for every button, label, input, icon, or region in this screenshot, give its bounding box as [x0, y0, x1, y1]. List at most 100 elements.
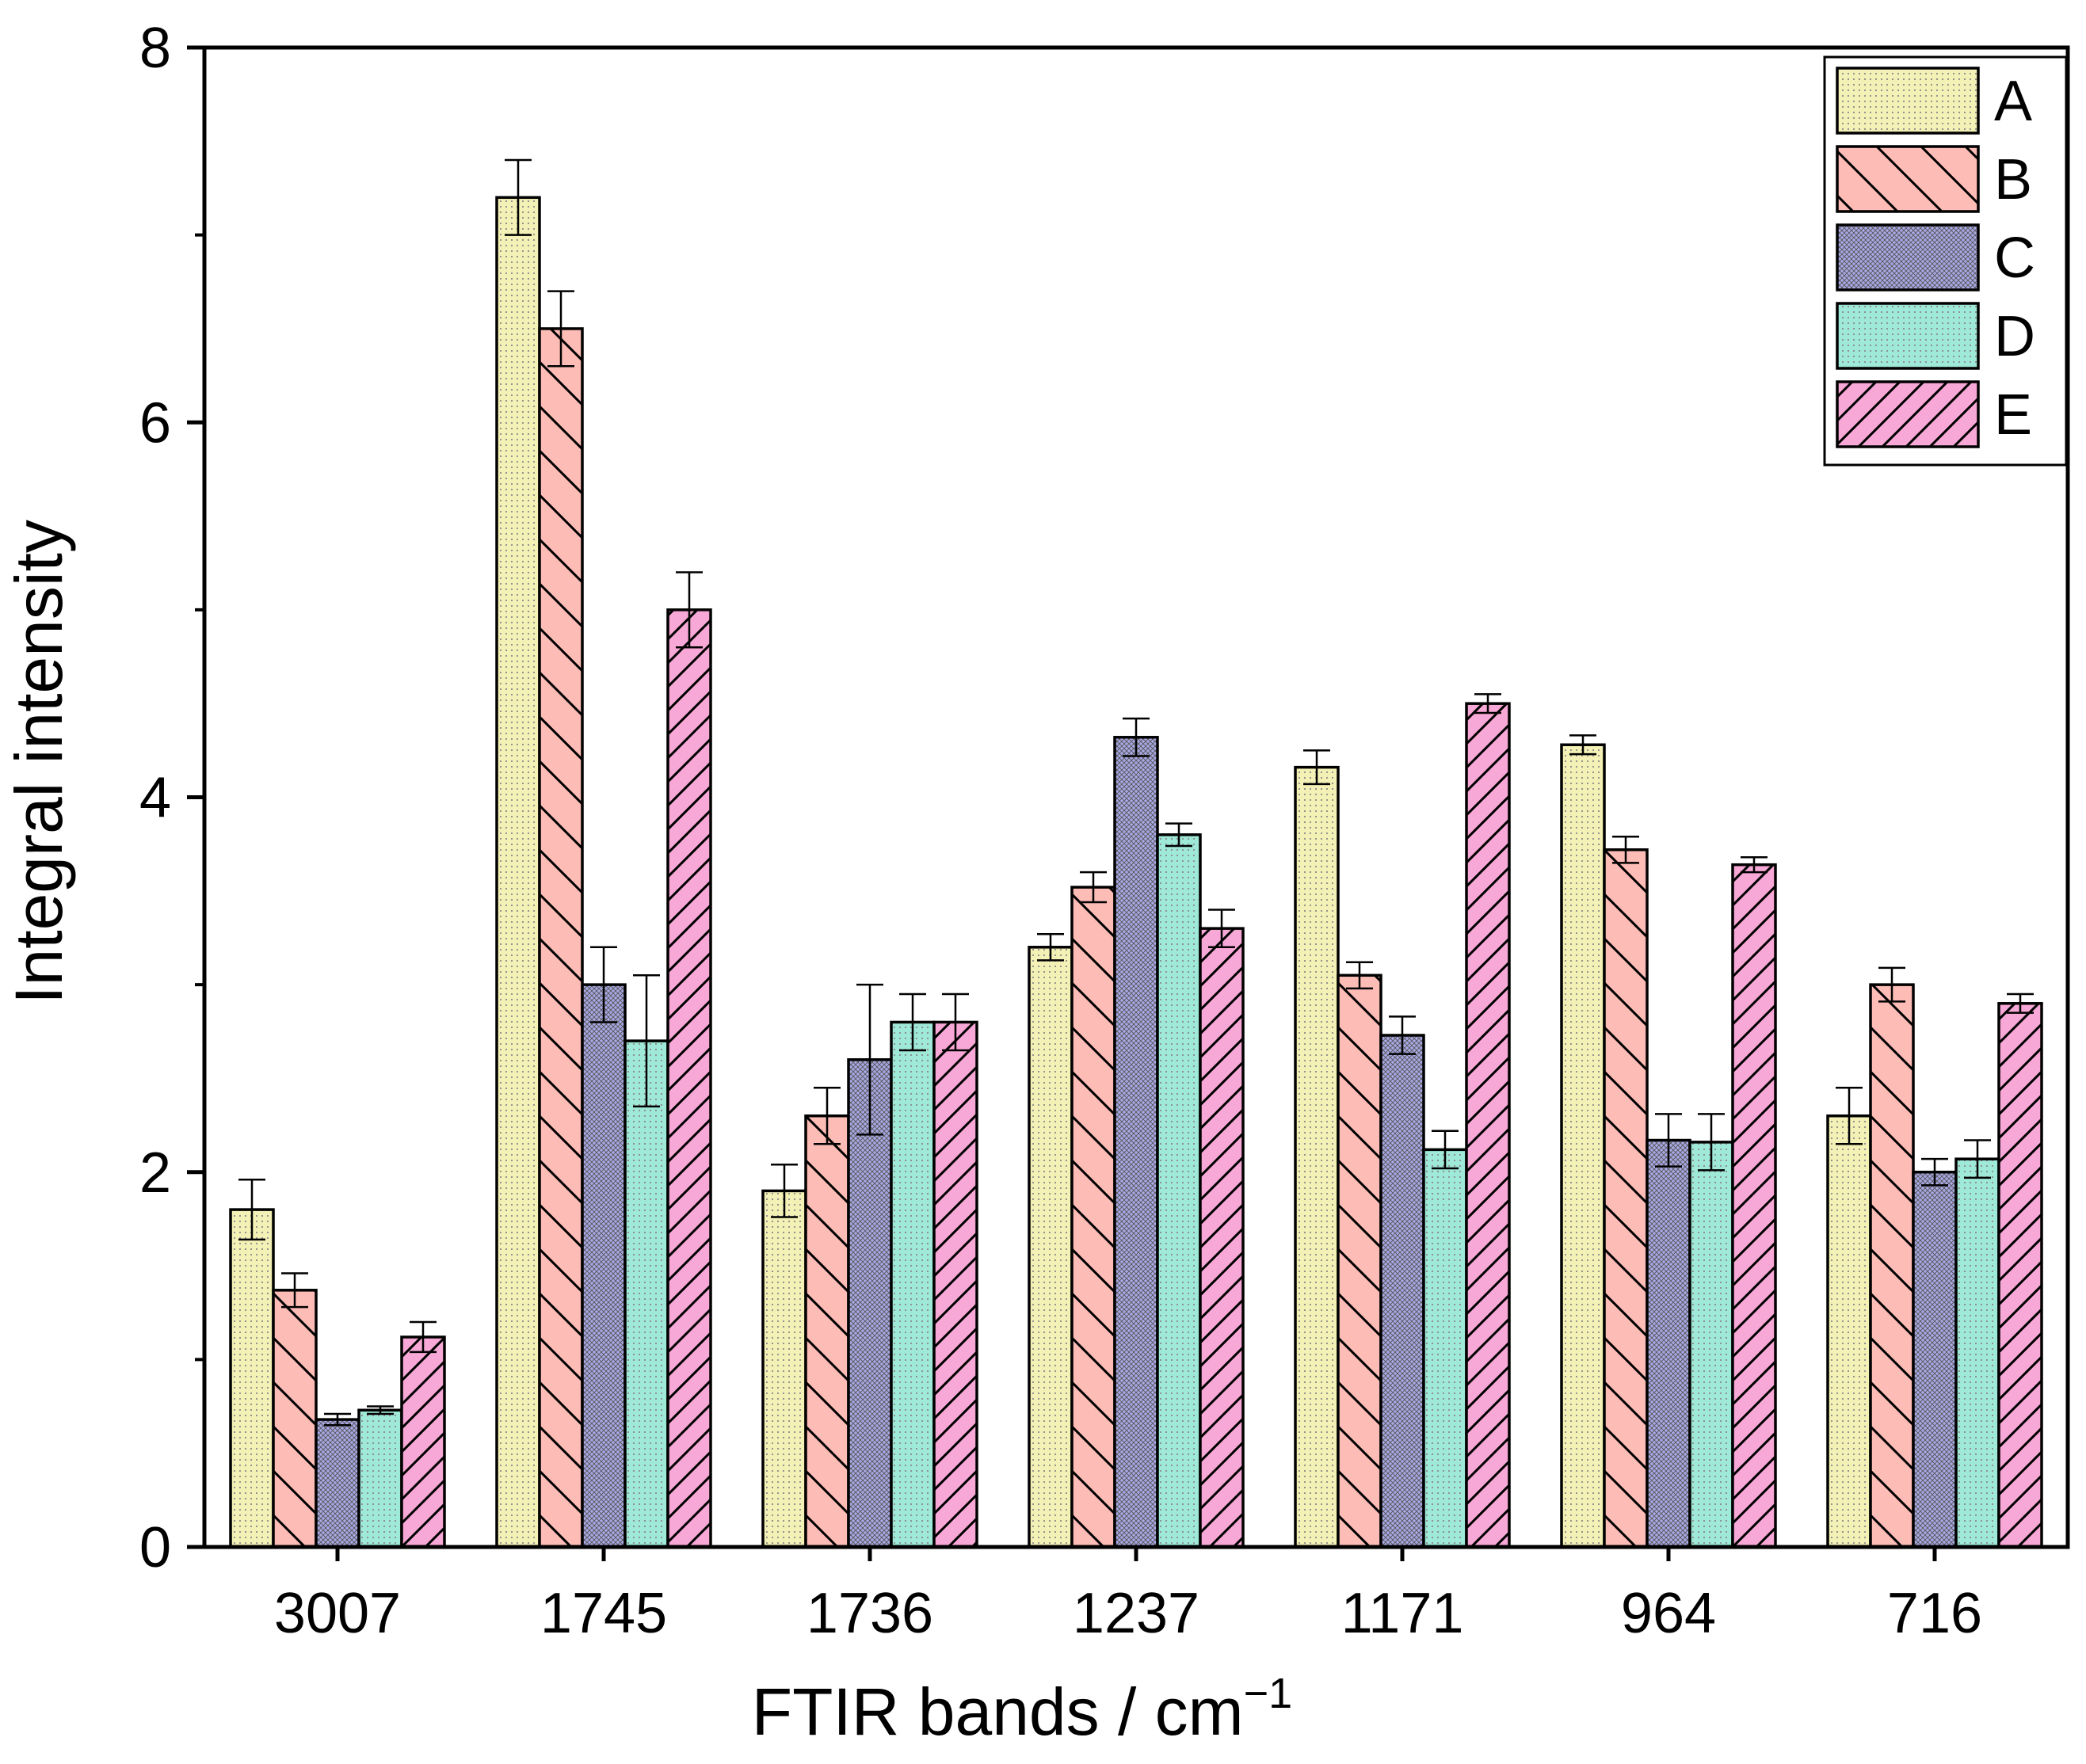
error-bar-D-1171	[1432, 1130, 1459, 1170]
x-axis-title-main: FTIR bands / cm	[752, 1674, 1244, 1749]
legend-swatch-outline-D	[1836, 302, 1980, 370]
bar-pattern-C-3007	[316, 1419, 359, 1547]
legend-item-E: E	[1836, 380, 2032, 448]
legend-swatch-pattern-A	[1837, 68, 1978, 133]
legend-swatch-outline-A	[1836, 67, 1980, 135]
bar-pattern-B-1237	[1072, 887, 1115, 1547]
bar-pattern-A-3007	[231, 1210, 273, 1547]
bar-pattern-B-1736	[806, 1115, 849, 1547]
x-tick-label: 1745	[540, 1582, 667, 1645]
x-tick-label: 3007	[274, 1582, 401, 1645]
error-bar-A-1736	[771, 1164, 798, 1218]
legend-item-A: A	[1836, 67, 2032, 135]
x-tick-label: 1237	[1073, 1582, 1199, 1645]
bar-pattern-A-1171	[1295, 767, 1338, 1547]
bar-pattern-C-1745	[582, 985, 625, 1547]
bar-pattern-A-1736	[763, 1191, 806, 1547]
bar-pattern-E-1745	[668, 609, 711, 1547]
bar-pattern-E-1736	[934, 1022, 977, 1547]
bar-pattern-A-964	[1562, 745, 1604, 1547]
error-bar-A-716	[1836, 1087, 1863, 1145]
error-bar-D-1736	[899, 992, 926, 1052]
legend-swatch-pattern-D	[1837, 303, 1978, 368]
y-tick-label: 2	[139, 1141, 171, 1205]
bar-pattern-E-3007	[402, 1336, 444, 1547]
legend-item-C: C	[1836, 223, 2035, 291]
bar-pattern-E-1237	[1200, 928, 1243, 1547]
legend-swatch-pattern-B	[1837, 147, 1978, 211]
error-bar-E-1745	[676, 571, 703, 649]
error-bar-B-1237	[1080, 871, 1107, 904]
error-bar-D-964	[1698, 1113, 1725, 1172]
legend-item-D: D	[1836, 302, 2035, 370]
x-tick-label: 964	[1621, 1582, 1716, 1645]
bar-pattern-E-716	[1999, 1003, 2042, 1547]
bar-pattern-D-1237	[1157, 834, 1200, 1547]
bars-layer	[229, 196, 2043, 1549]
legend-swatch-outline-B	[1836, 145, 1980, 213]
legend-swatch-outline-E	[1836, 380, 1980, 448]
error-bar-A-1745	[505, 158, 532, 236]
error-bar-C-716	[1921, 1157, 1948, 1187]
y-axis: 0 2 4 6 8	[139, 17, 204, 1579]
error-bar-A-964	[1569, 734, 1596, 756]
bar-pattern-D-1171	[1424, 1149, 1466, 1547]
error-bar-B-964	[1612, 835, 1639, 864]
error-bar-B-3007	[281, 1272, 308, 1309]
x-axis: 3007 1745 1736 1237 1171 964 716	[274, 1547, 1982, 1645]
bar-pattern-A-1237	[1029, 947, 1072, 1547]
bar-pattern-E-964	[1733, 864, 1775, 1547]
bar-pattern-C-1736	[849, 1059, 891, 1547]
error-bar-B-1745	[547, 290, 574, 368]
legend-label-B: B	[1994, 148, 2032, 211]
bar-pattern-C-964	[1647, 1140, 1690, 1547]
error-bar-C-3007	[324, 1412, 351, 1427]
legend-label-C: C	[1994, 227, 2035, 290]
bar-pattern-D-1745	[625, 1041, 668, 1547]
bar-pattern-A-716	[1828, 1115, 1871, 1547]
error-bar-D-1237	[1165, 822, 1192, 848]
bar-pattern-D-964	[1690, 1141, 1733, 1547]
error-bar-E-964	[1741, 855, 1768, 874]
plot-area	[202, 45, 2070, 1549]
y-axis-title: Integral intensity	[2, 520, 76, 1004]
x-axis-title: FTIR bands / cm−1	[752, 1670, 1292, 1749]
bar-pattern-D-1736	[891, 1022, 934, 1547]
bar-pattern-D-3007	[359, 1410, 402, 1547]
error-bar-D-1745	[633, 974, 660, 1108]
legend-label-A: A	[1994, 70, 2032, 133]
bar-pattern-E-1171	[1466, 703, 1509, 1547]
error-bar-B-716	[1878, 966, 1905, 1003]
error-bar-B-1736	[814, 1087, 841, 1145]
y-tick-label: 4	[139, 767, 171, 830]
error-bar-E-1237	[1208, 909, 1235, 949]
legend-label-D: D	[1994, 305, 2035, 368]
error-bar-E-716	[2007, 992, 2034, 1014]
legend-swatch-pattern-E	[1837, 382, 1978, 447]
error-bar-A-1171	[1303, 749, 1330, 786]
legend-swatch-outline-C	[1836, 223, 1980, 291]
bar-pattern-B-716	[1871, 985, 1913, 1547]
error-bar-E-3007	[410, 1320, 437, 1354]
bar-pattern-B-1745	[540, 328, 582, 1547]
x-tick-label: 1171	[1341, 1582, 1464, 1645]
bar-pattern-C-1237	[1115, 737, 1157, 1547]
legend-item-B: B	[1836, 145, 2032, 213]
bar-pattern-B-964	[1604, 849, 1647, 1547]
x-tick-label: 1736	[807, 1582, 933, 1645]
error-bar-C-1171	[1389, 1015, 1416, 1055]
error-bar-E-1736	[942, 992, 969, 1052]
x-axis-title-superscript: −1	[1244, 1670, 1293, 1717]
bar-pattern-A-1745	[497, 197, 540, 1547]
error-bar-A-1237	[1037, 932, 1064, 962]
y-tick-label: 6	[139, 391, 171, 455]
y-tick-label: 8	[139, 17, 171, 80]
bar-pattern-C-716	[1913, 1172, 1956, 1547]
error-bar-E-1171	[1474, 693, 1501, 714]
error-bars-layer	[238, 158, 2034, 1427]
error-bar-C-1736	[856, 983, 883, 1136]
bar-pattern-B-1171	[1338, 975, 1381, 1547]
legend-label-E: E	[1994, 383, 2032, 447]
